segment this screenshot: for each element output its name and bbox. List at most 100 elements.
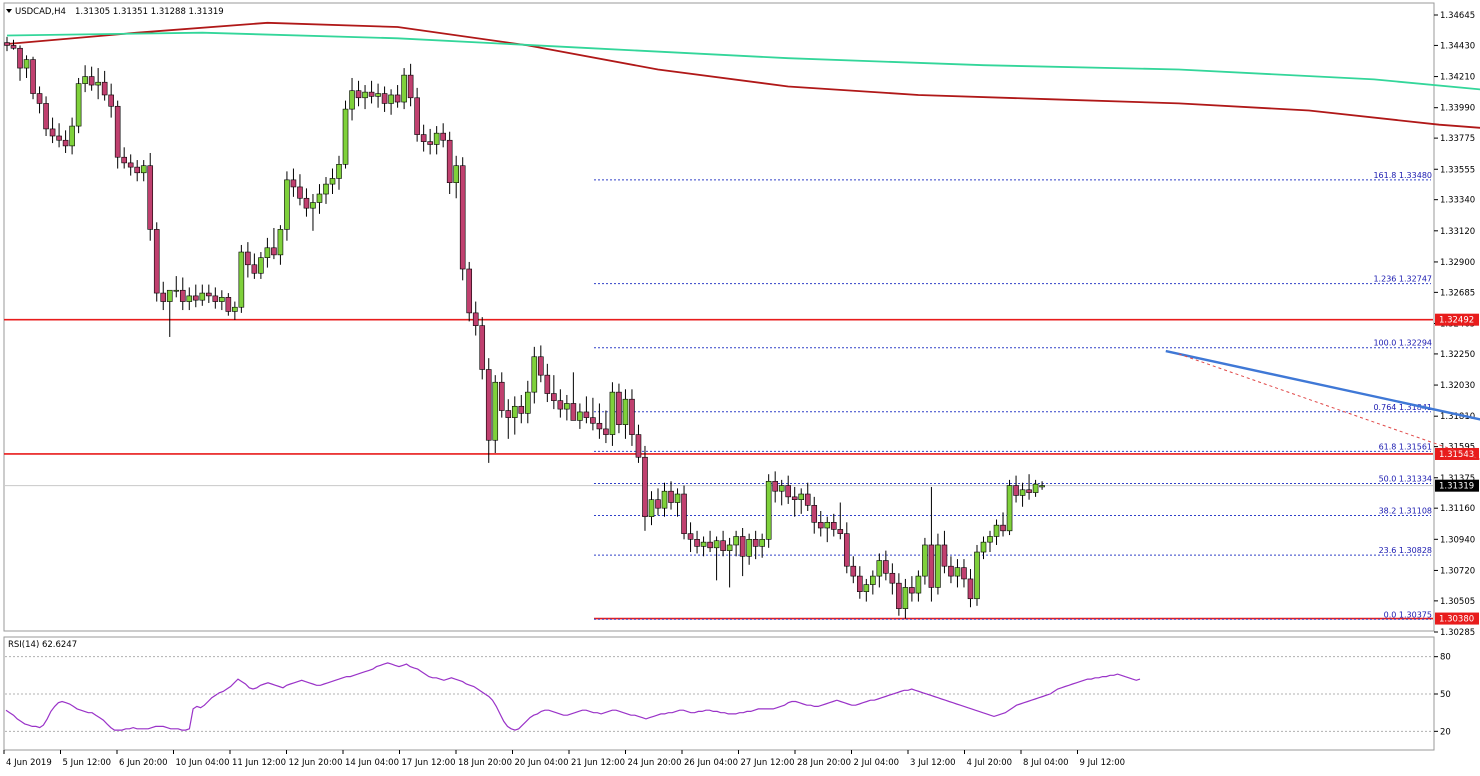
level-label-resistance_2: 1.31543 xyxy=(1439,450,1474,460)
time-tick-label: 26 Jun 04:00 xyxy=(684,758,738,768)
dropdown-arrow-icon[interactable] xyxy=(6,9,12,13)
chart-header: USDCAD,H4 1.31305 1.31351 1.31288 1.3131… xyxy=(6,7,224,17)
time-tick-label: 10 Jun 04:00 xyxy=(176,758,230,768)
moving-averages xyxy=(6,21,1480,129)
candle-body xyxy=(355,90,362,99)
candle-body xyxy=(407,74,414,99)
candle-body xyxy=(863,584,870,592)
candle-body xyxy=(75,83,82,127)
candle-body xyxy=(192,295,199,301)
rsi-indicator: 80 50 20 xyxy=(5,653,1451,737)
candle-body xyxy=(342,108,349,165)
candle-body xyxy=(883,560,889,574)
price-tick-label: 1.33990 xyxy=(1440,104,1475,114)
candle-body xyxy=(772,480,778,492)
time-tick-label: 17 Jun 12:00 xyxy=(402,758,456,768)
candle-body xyxy=(954,567,961,577)
time-tick-label: 24 Jun 20:00 xyxy=(628,758,682,768)
candle-body xyxy=(791,496,798,500)
rsi-level-label: 50 xyxy=(1440,690,1451,700)
candle-body xyxy=(284,179,290,230)
rsi-label: RSI(14) 62.6247 xyxy=(8,640,77,650)
ma-green-line xyxy=(6,31,1480,91)
price-tick-label: 1.32250 xyxy=(1440,350,1475,360)
candle-body xyxy=(498,381,505,411)
candle-body xyxy=(166,289,173,302)
candle-body xyxy=(876,560,883,577)
price-tick-label: 1.33120 xyxy=(1440,227,1475,237)
candle-body xyxy=(961,567,967,580)
time-tick-label: 4 Jun 2019 xyxy=(6,758,52,768)
time-tick-label: 3 Jul 12:00 xyxy=(910,758,956,768)
candle-body xyxy=(759,539,765,547)
candle-body xyxy=(420,134,427,142)
candle-body xyxy=(433,132,440,145)
candle-body xyxy=(147,165,154,230)
candle-body xyxy=(746,539,752,557)
candle-body xyxy=(635,434,642,458)
candle-body xyxy=(310,202,316,209)
candle-body xyxy=(629,398,635,435)
candle-body xyxy=(264,247,271,258)
candle-body xyxy=(993,524,1000,537)
candle-body xyxy=(648,499,655,517)
candle-body xyxy=(258,257,264,274)
candle-body xyxy=(206,292,212,297)
candle-body xyxy=(733,536,739,546)
descending-trendline xyxy=(1165,349,1480,421)
time-tick-label: 2 Jul 04:00 xyxy=(854,758,900,768)
candle-body xyxy=(570,403,577,421)
price-tick-label: 1.33555 xyxy=(1440,165,1475,175)
current-price-box xyxy=(1435,479,1479,492)
candle-body xyxy=(179,289,186,302)
candle-body xyxy=(1000,524,1006,532)
candle-body xyxy=(290,179,297,188)
level-box-support xyxy=(1435,612,1479,625)
candle-body xyxy=(609,391,616,435)
candle-body xyxy=(538,356,544,376)
fib-label: 0.0 1.30375 xyxy=(1384,610,1432,619)
candle-body xyxy=(830,522,837,530)
candle-body xyxy=(160,292,167,302)
candle-body xyxy=(297,186,303,199)
candle-body xyxy=(804,493,811,506)
candle-body xyxy=(935,544,941,588)
candle-body xyxy=(134,166,140,174)
candle-body xyxy=(199,292,206,301)
candle-body xyxy=(668,490,674,503)
candle-body xyxy=(30,59,36,94)
fib-label: 100.0 1.32294 xyxy=(1373,339,1432,348)
price-tick-label: 1.30285 xyxy=(1440,628,1475,638)
candle-body xyxy=(388,94,394,104)
candle-body xyxy=(108,94,114,107)
fib-label: 61.8 1.31561 xyxy=(1379,442,1432,451)
time-tick-label: 20 Jun 04:00 xyxy=(515,758,569,768)
ohlc-label: 1.31305 1.31351 1.31288 1.31319 xyxy=(75,7,224,17)
candle-body xyxy=(82,76,88,84)
candle-body xyxy=(765,480,772,540)
fib-label: 161.8 1.33480 xyxy=(1373,171,1432,180)
candle-body xyxy=(616,391,622,425)
candle-body xyxy=(674,493,681,503)
candle-body xyxy=(1013,485,1019,496)
ma-red-line xyxy=(6,21,1480,129)
candle-body xyxy=(368,91,375,97)
candle-body xyxy=(316,193,323,203)
price-tick-label: 1.33340 xyxy=(1440,196,1475,206)
time-tick-label: 9 Jul 12:00 xyxy=(1080,758,1126,768)
candle-body xyxy=(694,539,700,547)
candle-body xyxy=(472,312,479,326)
candle-body xyxy=(622,398,629,425)
candle-body xyxy=(466,268,473,314)
candle-body xyxy=(726,544,733,551)
candle-body xyxy=(511,405,518,418)
current-price-label: 1.31319 xyxy=(1439,482,1474,492)
candle-body xyxy=(1039,485,1045,488)
candle-body xyxy=(524,391,531,414)
candle-body xyxy=(4,42,10,46)
candle-body xyxy=(778,485,785,492)
time-tick-label: 5 Jun 12:00 xyxy=(63,758,112,768)
candle-body xyxy=(870,575,876,585)
candle-body xyxy=(121,156,127,164)
